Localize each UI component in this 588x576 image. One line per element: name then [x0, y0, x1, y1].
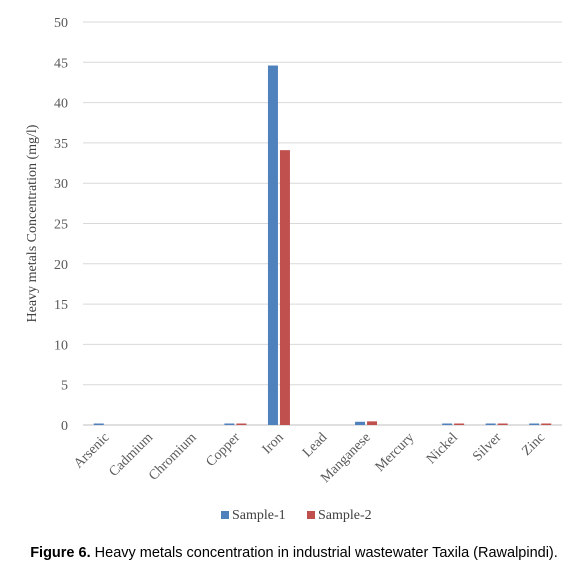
gridlines — [83, 21, 562, 426]
x-tick-label: Copper — [203, 430, 243, 470]
y-tick-label: 40 — [54, 97, 68, 112]
legend-swatch-sample-2 — [307, 511, 315, 519]
bar-sample-2-zinc — [541, 423, 552, 425]
y-tick-label: 5 — [61, 379, 68, 394]
bar-sample-1-iron — [267, 65, 278, 426]
legend-swatch-sample-1 — [221, 511, 229, 519]
y-tick-label: 20 — [54, 258, 68, 273]
figure-caption-text: Heavy metals concentration in industrial… — [90, 545, 558, 561]
x-tick-label: Nickel — [424, 430, 461, 467]
x-tick-label: Arsenic — [71, 430, 112, 471]
bars — [93, 65, 552, 426]
x-tick-label: Iron — [260, 430, 287, 457]
bar-sample-1-silver — [485, 423, 496, 425]
x-tick-label: Silver — [470, 430, 504, 464]
y-axis-title: Heavy metals Concentration (mg/l) — [25, 124, 40, 322]
x-tick-label: Mercury — [373, 430, 418, 475]
y-tick-label: 35 — [54, 137, 68, 152]
bar-sample-2-nickel — [454, 423, 465, 425]
legend: Sample-1 Sample-2 — [221, 508, 372, 523]
bar-sample-1-manganese — [355, 421, 366, 425]
bar-sample-1-nickel — [442, 423, 453, 425]
bar-sample-1-arsenic — [93, 423, 104, 425]
bar-sample-2-iron — [279, 150, 290, 426]
x-tick-label: Lead — [300, 430, 330, 460]
figure-caption: Figure 6. Heavy metals concentration in … — [0, 545, 588, 561]
y-tick-label: 15 — [54, 298, 68, 313]
x-tick-label: Chromium — [146, 430, 200, 484]
y-tick-label: 0 — [61, 419, 68, 434]
y-axis-ticks: 0 5 10 15 20 25 30 35 40 45 50 — [54, 16, 68, 434]
legend-label-sample-2: Sample-2 — [318, 508, 372, 523]
figure-label: Figure 6. — [30, 545, 91, 561]
y-tick-label: 25 — [54, 218, 68, 233]
y-tick-label: 45 — [54, 56, 68, 71]
legend-label-sample-1: Sample-1 — [232, 508, 286, 523]
y-tick-label: 10 — [54, 338, 68, 353]
bar-sample-1-zinc — [529, 423, 540, 425]
bar-sample-2-manganese — [367, 421, 378, 425]
y-tick-label: 50 — [54, 16, 68, 31]
x-tick-label: Zinc — [519, 430, 548, 459]
y-tick-label: 30 — [54, 177, 68, 192]
bar-sample-2-copper — [236, 423, 247, 425]
bar-sample-1-copper — [224, 423, 235, 425]
bar-sample-2-silver — [497, 423, 508, 425]
